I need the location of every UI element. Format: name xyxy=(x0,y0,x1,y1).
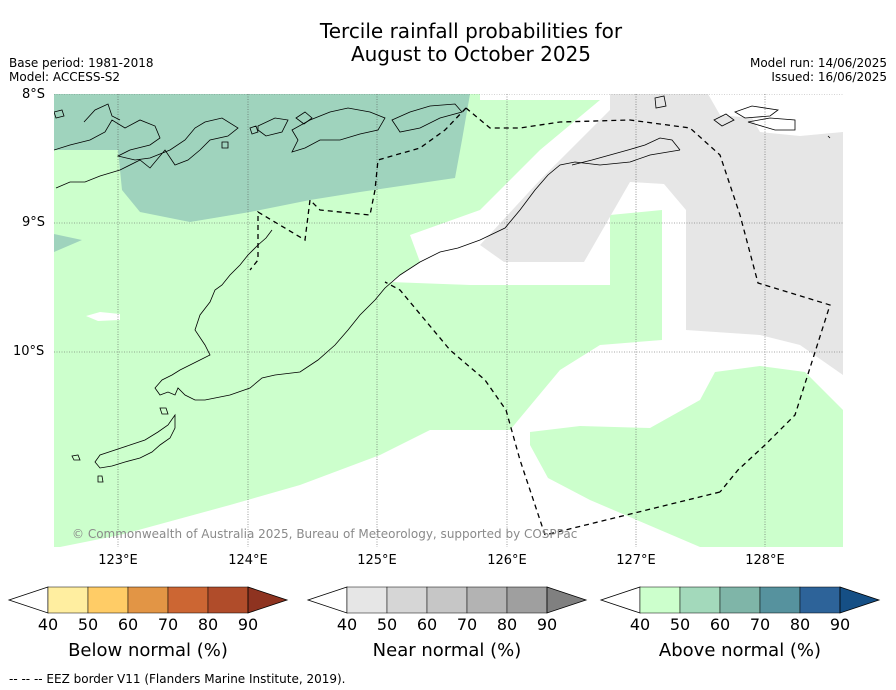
colorbar-near-normal-segment xyxy=(346,586,388,614)
colorbar-near-normal-segment xyxy=(466,586,508,614)
island-k xyxy=(734,105,780,119)
graticule xyxy=(54,94,843,547)
issued-date: Issued: 16/06/2025 xyxy=(771,70,887,84)
island-g xyxy=(54,109,65,119)
lat-label-10s: 10°S xyxy=(13,344,45,359)
colorbar-near-normal-segment xyxy=(506,586,548,614)
metadata-right: Model run: 14/06/2025 Issued: 16/06/2025 xyxy=(750,56,887,84)
island-l xyxy=(827,135,831,139)
colorbar-below-normal-tick: 70 xyxy=(157,615,179,634)
colorbar-near-normal-segment xyxy=(386,586,428,614)
island-f xyxy=(249,125,259,135)
title-line-2: August to October 2025 xyxy=(350,42,592,66)
colorbar-below-normal-tick: 40 xyxy=(37,615,59,634)
colorbar-above-normal-tick: 80 xyxy=(789,615,811,634)
colorbar-above-normal-tick: 60 xyxy=(709,615,731,634)
colorbar-above-normal-segment xyxy=(759,586,801,614)
flores-coast xyxy=(54,117,239,189)
island-c xyxy=(391,103,463,133)
colorbar-above-normal-high-extend xyxy=(839,586,881,614)
above-normal-50-60-region xyxy=(54,94,470,222)
colorbar-title-above: Above normal (%) xyxy=(658,640,822,661)
colorbar-above-normal-segment xyxy=(679,586,721,614)
colorbar-above-normal-tick: 40 xyxy=(629,615,651,634)
colorbar-below-normal-segment xyxy=(47,586,89,614)
lon-label-127e: 127°E xyxy=(616,553,656,568)
lon-label-128e: 128°E xyxy=(745,553,785,568)
neutral-patch xyxy=(86,312,120,321)
colorbar-near-normal-tick: 60 xyxy=(416,615,438,634)
colorbar-above-normal-tick: 50 xyxy=(669,615,691,634)
island-b xyxy=(291,107,386,153)
colorbar-above-normal-segment xyxy=(639,586,681,614)
lon-label-124e: 124°E xyxy=(228,553,268,568)
rote-coast xyxy=(94,413,176,469)
colorbar-near-normal xyxy=(306,586,588,614)
near-normal-40-50-region xyxy=(480,94,843,375)
small-island-m xyxy=(97,475,104,483)
above-normal-50-60-patch xyxy=(54,234,82,252)
island-e xyxy=(221,141,229,149)
colorbar-below-normal-tick: 60 xyxy=(117,615,139,634)
colorbar-above-normal-low-extend xyxy=(599,586,641,614)
island-h xyxy=(654,95,667,109)
colorbar-below-normal-high-extend xyxy=(247,586,289,614)
colorbar-near-normal-segment xyxy=(426,586,468,614)
colorbar-above-normal-tick: 70 xyxy=(749,615,771,634)
model-name: Model: ACCESS-S2 xyxy=(9,70,121,84)
colorbar-above-normal xyxy=(599,586,881,614)
colorbars xyxy=(7,586,881,614)
eez-border xyxy=(249,107,831,536)
colorbar-below-normal-segment xyxy=(127,586,169,614)
colorbar-below-normal-segment xyxy=(207,586,249,614)
colorbar-below-normal-tick: 50 xyxy=(77,615,99,634)
timor-north-coast xyxy=(571,137,681,166)
colorbar-below-normal-tick: 80 xyxy=(197,615,219,634)
colorbar-near-normal-tick: 50 xyxy=(376,615,398,634)
colorbar-below-normal-segment xyxy=(87,586,129,614)
base-period: Base period: 1981-2018 xyxy=(9,56,154,70)
savu-coast xyxy=(71,454,81,461)
colorbar-above-normal-tick: 90 xyxy=(829,615,851,634)
rainfall-map[interactable]: © Commonwealth of Australia 2025, Bureau… xyxy=(54,94,843,547)
model-run: Model run: 14/06/2025 xyxy=(749,56,887,70)
lon-label-125e: 125°E xyxy=(357,553,397,568)
colorbar-below-normal-low-extend xyxy=(7,586,49,614)
lon-label-123e: 123°E xyxy=(98,553,138,568)
small-island-n xyxy=(159,407,169,415)
colorbar-below-normal-segment xyxy=(167,586,209,614)
map-title: Tercile rainfall probabilities for Augus… xyxy=(0,20,896,66)
colorbar-above-normal-segment xyxy=(799,586,841,614)
colorbar-near-normal-low-extend xyxy=(306,586,348,614)
flores-north-coast xyxy=(83,103,121,123)
colorbar-below-normal xyxy=(7,586,289,614)
colorbar-near-normal-tick: 90 xyxy=(536,615,558,634)
colorbar-title-below: Below normal (%) xyxy=(68,640,228,661)
colorbar-below-normal-tick: 90 xyxy=(237,615,259,634)
island-j xyxy=(747,117,796,131)
colorbar-above-normal-segment xyxy=(719,586,761,614)
timor-coast xyxy=(154,149,681,401)
colorbar-title-near: Near normal (%) xyxy=(372,640,522,661)
colorbar-near-normal-tick: 70 xyxy=(456,615,478,634)
island-a xyxy=(257,117,289,137)
colorbar-near-normal-tick: 80 xyxy=(496,615,518,634)
lat-label-8s: 8°S xyxy=(22,87,46,102)
title-line-1: Tercile rainfall probabilities for xyxy=(319,19,623,43)
lat-label-9s: 9°S xyxy=(22,215,46,230)
colorbar-near-normal-tick: 40 xyxy=(336,615,358,634)
metadata-left: Base period: 1981-2018 Model: ACCESS-S2 xyxy=(9,56,154,84)
island-d xyxy=(295,111,313,125)
colorbar-near-normal-high-extend xyxy=(546,586,588,614)
copyright-notice: © Commonwealth of Australia 2025, Bureau… xyxy=(72,527,577,541)
lon-label-126e: 126°E xyxy=(487,553,527,568)
island-i xyxy=(713,113,735,127)
eez-legend-note: -- -- -- EEZ border V11 (Flanders Marine… xyxy=(9,672,346,686)
coastlines xyxy=(54,95,831,483)
